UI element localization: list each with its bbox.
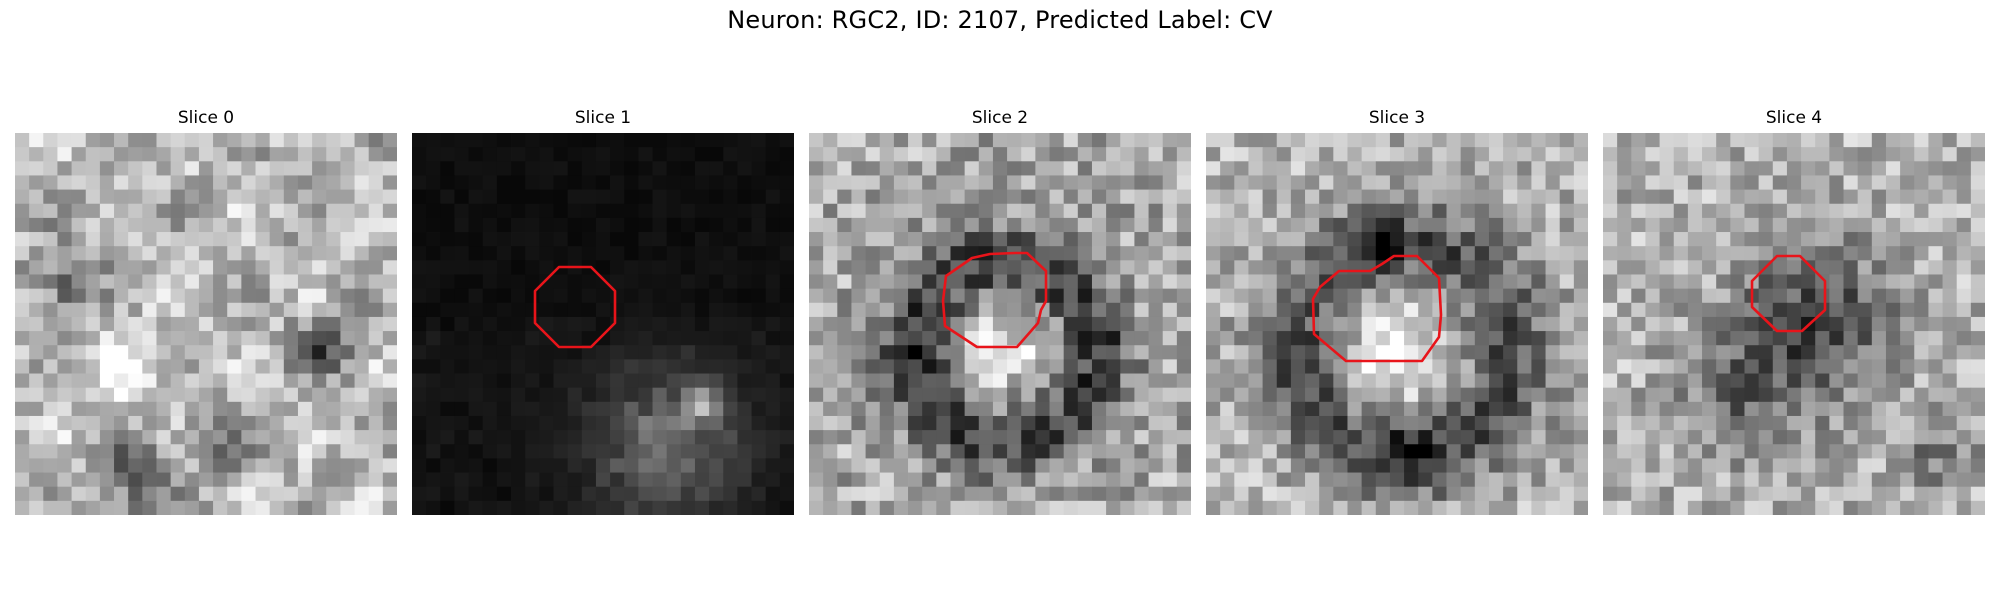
slice-title-0: Slice 0 (15, 107, 397, 129)
figure-title: Neuron: RGC2, ID: 2107, Predicted Label:… (0, 6, 2000, 34)
slice-title-3: Slice 3 (1206, 107, 1588, 129)
slice-panel-1: Slice 1 (412, 107, 794, 515)
slice-image-0 (15, 133, 397, 515)
slice-image-2 (809, 133, 1191, 515)
slice-panel-3: Slice 3 (1206, 107, 1588, 515)
slice-panel-0: Slice 0 (15, 107, 397, 515)
slice-panel-2: Slice 2 (809, 107, 1191, 515)
slice-image-4 (1603, 133, 1985, 515)
slice-title-4: Slice 4 (1603, 107, 1985, 129)
slice-image-1 (412, 133, 794, 515)
slice-panel-4: Slice 4 (1603, 107, 1985, 515)
slice-title-1: Slice 1 (412, 107, 794, 129)
slice-image-3 (1206, 133, 1588, 515)
slice-title-2: Slice 2 (809, 107, 1191, 129)
